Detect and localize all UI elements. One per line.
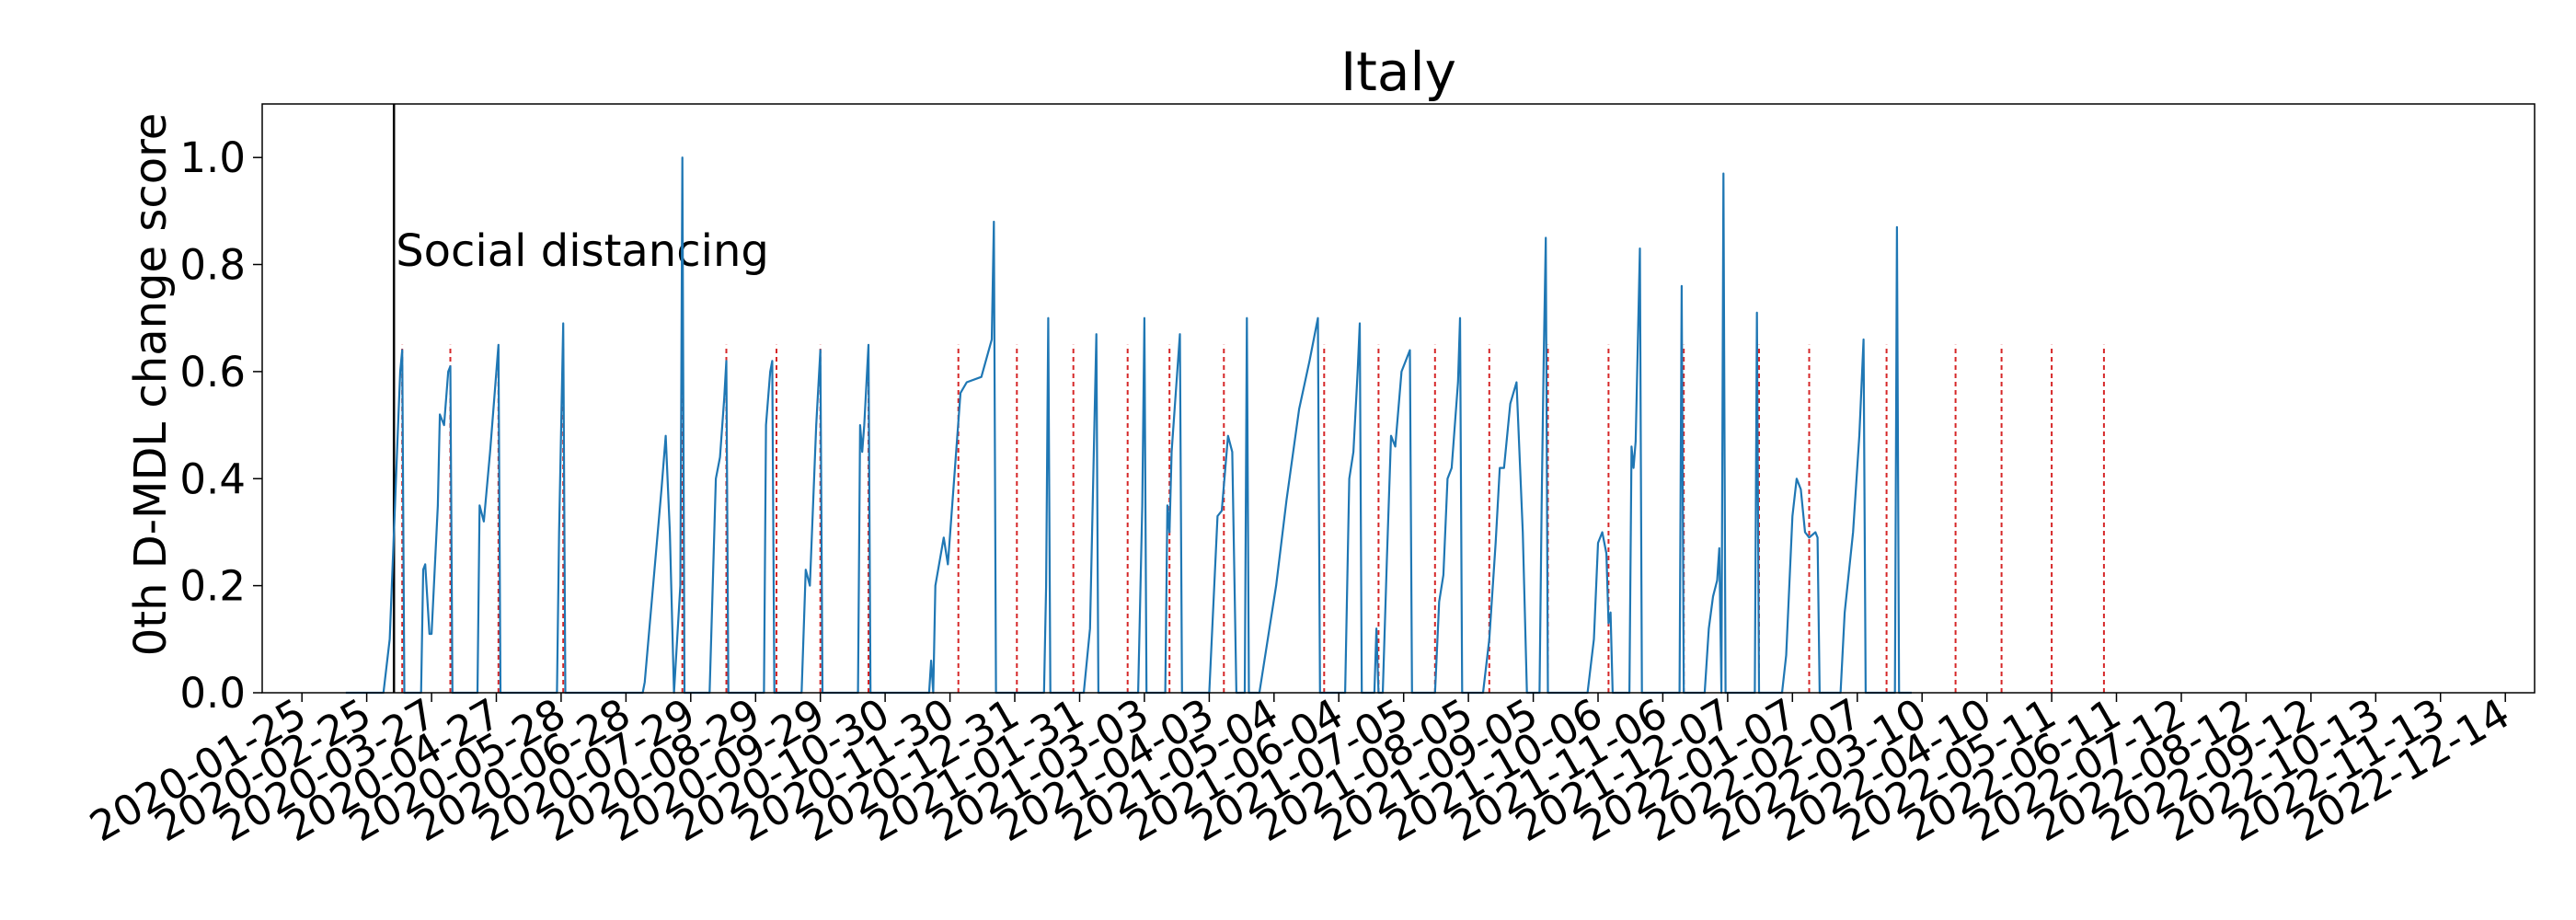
x-axis-ticks: 2020-01-252020-02-252020-03-272020-04-27… xyxy=(82,689,2518,852)
y-tick-label: 0.2 xyxy=(179,562,246,611)
chart-title: Italy xyxy=(1340,40,1456,103)
plot-frame xyxy=(261,103,2536,694)
y-axis-ticks: 0.0 0.2 0.4 0.6 0.8 1.0 xyxy=(179,133,262,718)
y-tick-label: 1.0 xyxy=(179,133,246,182)
event-label: Social distancing xyxy=(396,225,769,277)
y-tick-label: 0.8 xyxy=(179,241,246,290)
series-line xyxy=(345,156,1912,695)
y-tick-label: 0.0 xyxy=(179,669,246,718)
y-tick-label: 0.6 xyxy=(179,348,246,397)
event-markers: Social distancing xyxy=(392,104,769,693)
y-tick-label: 0.4 xyxy=(179,454,246,503)
y-axis-label: 0th D-MDL change score xyxy=(125,113,177,657)
